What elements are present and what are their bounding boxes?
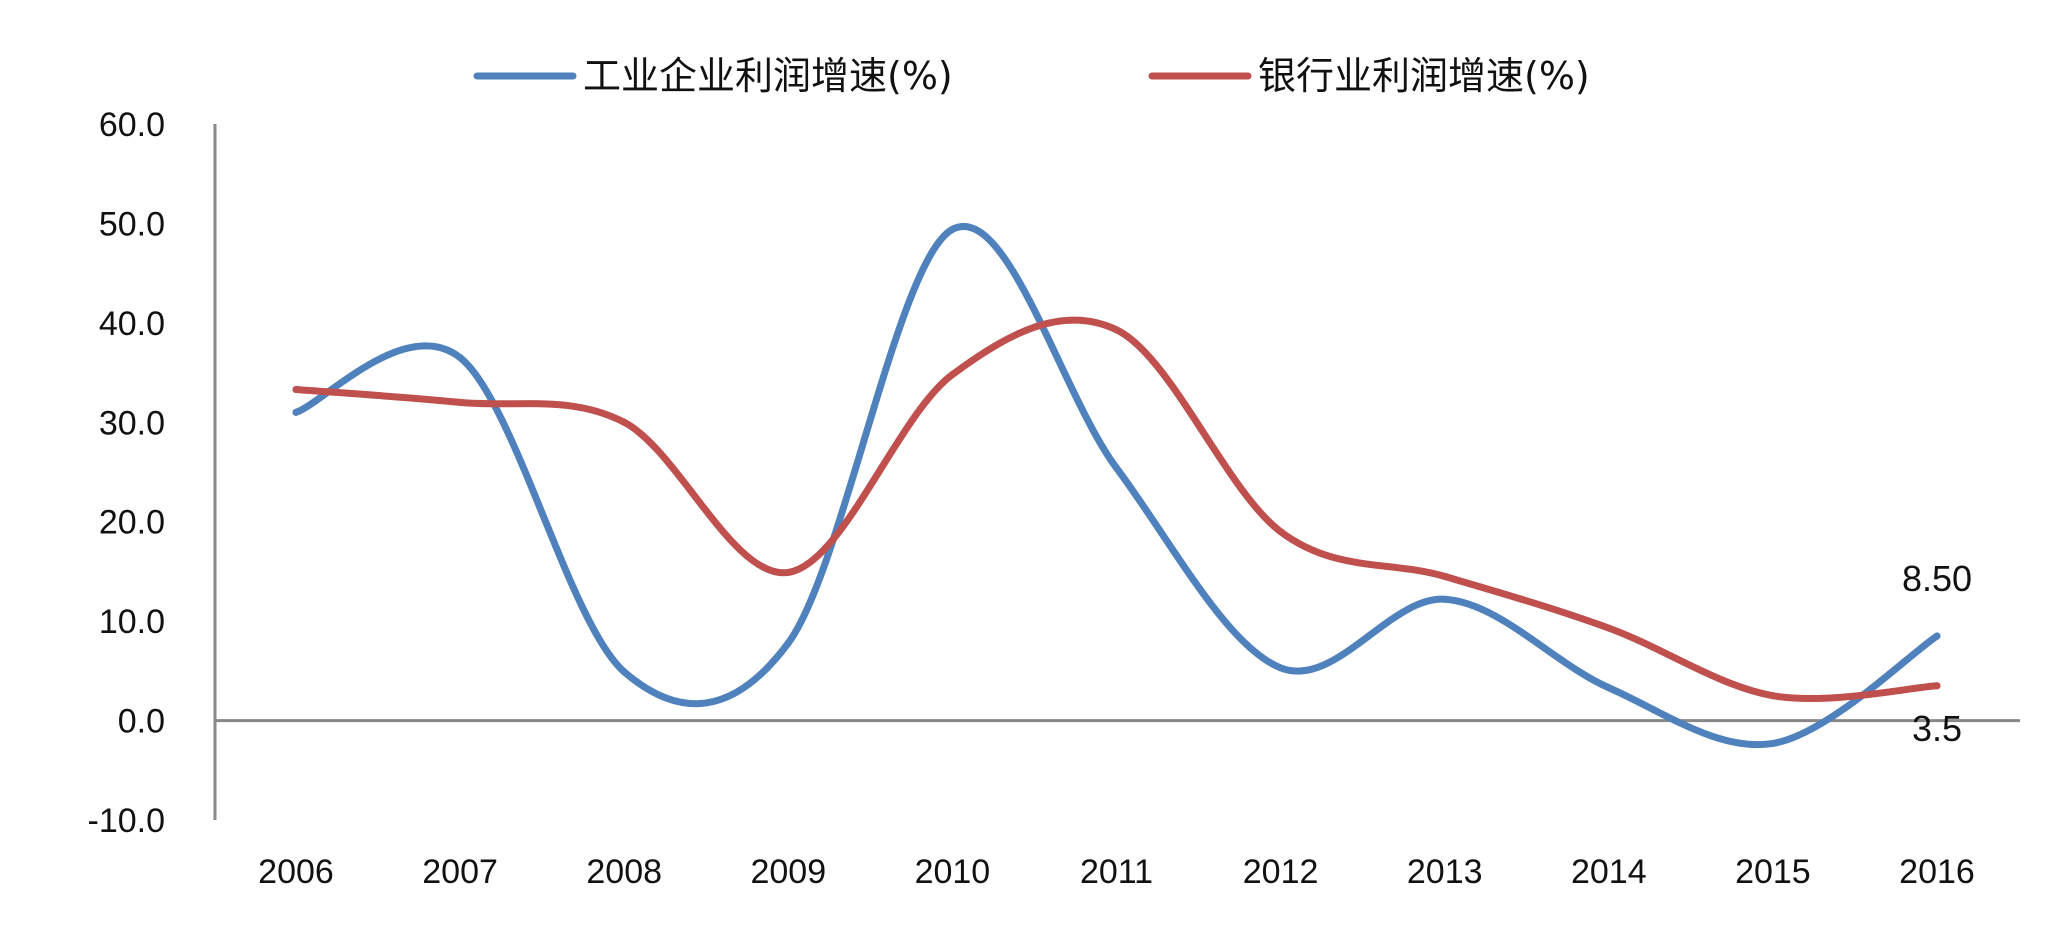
y-tick-label: 60.0 bbox=[99, 106, 165, 144]
y-tick-label: 10.0 bbox=[99, 603, 165, 641]
data-point bbox=[456, 354, 464, 362]
data-point bbox=[456, 398, 464, 406]
x-tick-label: 2016 bbox=[1899, 853, 1975, 891]
x-tick-label: 2014 bbox=[1571, 853, 1647, 891]
series-line-0 bbox=[292, 223, 1941, 749]
data-point bbox=[1113, 464, 1120, 472]
x-tick-label: 2006 bbox=[258, 853, 334, 891]
y-tick-label: -10.0 bbox=[88, 802, 166, 840]
data-point bbox=[1769, 739, 1777, 747]
data-point bbox=[1277, 528, 1285, 536]
data-point bbox=[1441, 572, 1449, 580]
data-point bbox=[620, 418, 628, 426]
data-label: 3.5 bbox=[1912, 708, 1962, 749]
y-axis: 60.0 50.0 40.0 30.0 20.0 10.0 0.0 -10.0 bbox=[88, 106, 217, 840]
legend-label: 工业企业利润增速(%) bbox=[583, 54, 953, 98]
y-tick-label: 20.0 bbox=[99, 504, 165, 542]
data-point bbox=[292, 385, 300, 393]
x-tick-label: 2013 bbox=[1407, 853, 1483, 891]
x-tick-label: 2008 bbox=[586, 853, 662, 891]
x-tick-label: 2015 bbox=[1735, 853, 1811, 891]
x-tick-label: 2012 bbox=[1243, 853, 1319, 891]
x-axis: 2006 2007 2008 2009 2010 2011 2012 2013 2014 2015… bbox=[215, 719, 2020, 891]
series-line-1 bbox=[292, 316, 1941, 703]
data-point bbox=[1769, 692, 1777, 700]
series-layer bbox=[292, 223, 1941, 749]
data-point bbox=[784, 639, 792, 647]
data-point bbox=[1277, 664, 1285, 672]
data-point bbox=[292, 408, 300, 416]
x-tick-label: 2007 bbox=[422, 853, 498, 891]
data-point bbox=[1113, 326, 1120, 334]
x-tick-label: 2011 bbox=[1080, 853, 1153, 891]
data-point bbox=[1933, 632, 1941, 640]
data-point bbox=[948, 225, 956, 233]
data-point bbox=[1441, 595, 1449, 603]
x-tick-label: 2010 bbox=[915, 853, 991, 891]
y-tick-label: 50.0 bbox=[99, 205, 165, 243]
y-tick-label: 0.0 bbox=[118, 703, 165, 741]
legend-label: 银行业利润增速(%) bbox=[1258, 54, 1590, 98]
annotation-layer: 8.50 3.5 bbox=[1902, 558, 1972, 749]
y-tick-label: 40.0 bbox=[99, 305, 165, 343]
chart-legend: 工业企业利润增速(%) 银行业利润增速(%) bbox=[473, 54, 1590, 98]
data-point bbox=[1933, 682, 1941, 690]
data-point bbox=[1605, 684, 1613, 692]
data-point bbox=[1605, 624, 1613, 632]
x-tick-label: 2009 bbox=[750, 853, 826, 891]
data-point bbox=[784, 568, 792, 576]
data-point bbox=[620, 668, 628, 676]
y-tick-label: 30.0 bbox=[99, 404, 165, 442]
data-point bbox=[948, 371, 956, 379]
data-label: 8.50 bbox=[1902, 558, 1972, 599]
